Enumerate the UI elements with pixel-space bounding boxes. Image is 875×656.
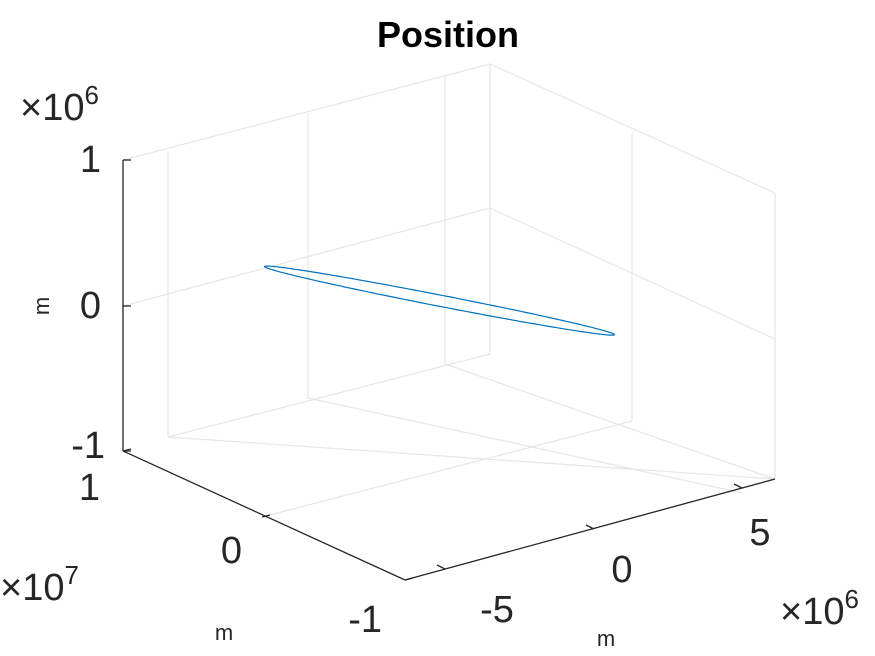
y-tick-label: -1 (348, 599, 382, 641)
floor-grid-line (307, 397, 743, 494)
wall-grid-line (489, 63, 776, 194)
z-multiplier-exponent: 6 (84, 80, 98, 110)
z-tick-label: 1 (80, 139, 101, 181)
x-axis-label: m (597, 626, 615, 651)
x-tick-mark (733, 483, 743, 489)
wall-grid-line (122, 207, 491, 307)
x-multiplier-exponent: 6 (844, 584, 858, 614)
z-multiplier-base: ×10 (20, 87, 84, 129)
y-tick-mark (404, 577, 414, 581)
x-tick-label: 5 (749, 512, 770, 554)
x-multiplier: ×106 (780, 584, 859, 633)
chart-title: Position (377, 14, 519, 55)
y-multiplier-exponent: 7 (64, 560, 78, 590)
series-line-0 (264, 265, 616, 336)
x-tick-label: 0 (611, 549, 632, 591)
y-tick-mark (122, 448, 132, 452)
floor-grid-line (167, 436, 776, 480)
y-tick-label: 1 (79, 467, 100, 509)
z-axis-label: m (29, 297, 54, 315)
y-axis-line (122, 450, 406, 581)
x-tick-mark (436, 564, 446, 570)
floor-grid-line (444, 363, 776, 480)
x-axis-line (404, 478, 776, 581)
wall-grid-line (122, 63, 491, 161)
y-tick-mark (261, 514, 271, 518)
x-tick-label: -5 (480, 589, 514, 631)
y-tick-label: 0 (221, 530, 242, 572)
axes (122, 159, 776, 581)
x-tick-mark (585, 524, 595, 530)
x-multiplier-base: ×10 (780, 591, 844, 633)
z-tick-label: -1 (71, 425, 105, 467)
z-multiplier: ×106 (20, 80, 99, 129)
z-tick-label: 0 (80, 285, 101, 327)
y-multiplier-base: ×10 (0, 567, 64, 609)
series-layer (264, 265, 616, 336)
y-multiplier: ×107 (0, 560, 79, 609)
floor-grid-line (261, 420, 633, 518)
grid-lines (122, 63, 776, 518)
floor-grid-line (167, 353, 491, 438)
y-axis-label: m (215, 620, 233, 645)
